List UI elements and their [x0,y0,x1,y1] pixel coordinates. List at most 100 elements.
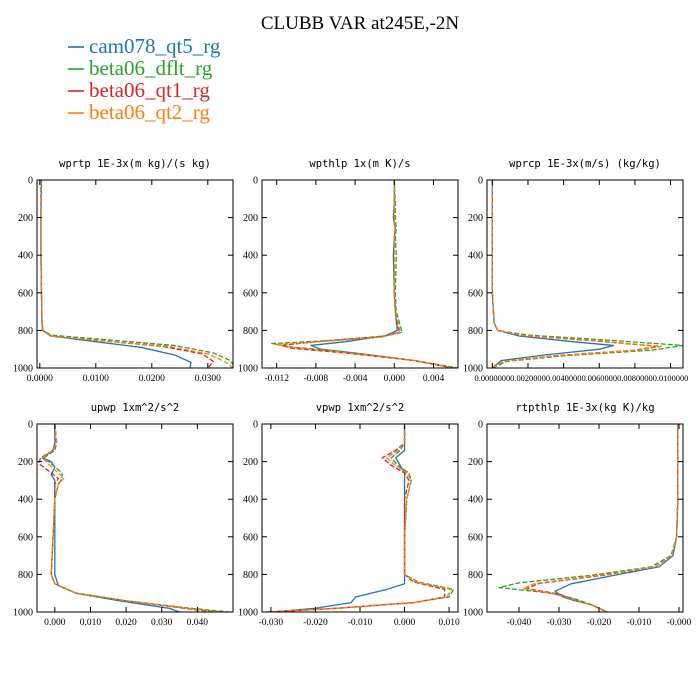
y-tick-label: 600 [468,288,483,299]
x-tick-label: -0.000 [667,618,692,628]
series-line [491,180,663,368]
x-tick-label: -0.040 [507,618,532,628]
x-tick-label: 0.0080000 [617,374,653,383]
y-tick-label: 400 [243,251,258,262]
series-line [280,180,454,368]
panel-5: vpwp 1xm^2/s^2 0 200 400 600 800 1000-0.030 -0.… [238,402,460,628]
y-tick-label: 600 [468,532,483,543]
panel-4: upwp 1xm^2/s^2 0 200 400 600 800 1000 0.000 0.01… [13,402,234,628]
panel-2: wpthlp 1x(m K)/s 0 200 400 600 800 1000 -0.012 -… [238,158,459,384]
x-tick-label: 0.010 [438,618,460,628]
legend-label: beta06_qt2_rg [89,100,210,124]
y-tick-label: 800 [243,570,258,581]
panel-title: vpwp 1xm^2/s^2 [316,402,405,414]
x-tick-label: 0.010 [80,618,102,628]
x-tick-label: -0.020 [303,618,328,628]
plot-frame [36,423,234,613]
x-tick-label: 0.0200 [139,374,165,384]
y-tick-label: 0 [28,176,33,187]
y-tick-label: 200 [243,213,258,224]
y-tick-label: 0 [478,176,483,187]
y-tick-label: 0 [253,420,258,431]
y-tick-label: 200 [18,213,33,224]
y-tick-label: 800 [18,326,33,337]
y-tick-label: 600 [18,532,33,543]
series-line [498,424,679,612]
x-tick-label: -0.030 [547,618,572,628]
y-tick-label: 400 [18,495,33,506]
panel-grid: wprtp 1E-3x(m kg)/(s kg) 0 200 400 600 800 100… [13,158,692,628]
series-line [310,180,454,368]
plot-frame [486,179,684,369]
x-tick-label: 0.0020000 [510,374,546,383]
x-tick-label: 0.040 [187,618,209,628]
series-line [526,424,679,612]
x-tick-label: 0.030 [151,618,173,628]
legend-label: beta06_qt1_rg [89,78,210,102]
series-line [266,424,452,612]
x-tick-label: 0.0040000 [546,374,582,383]
y-tick-label: 600 [243,288,258,299]
y-tick-label: 1000 [238,364,258,375]
x-tick-label: 0.020 [115,618,137,628]
series-line [41,424,180,612]
y-tick-label: 800 [243,326,258,337]
series-group [271,180,458,368]
plot-frame [261,179,459,369]
y-tick-label: 800 [468,570,483,581]
series-line [40,180,192,368]
panel-title: upwp 1xm^2/s^2 [91,402,180,414]
x-tick-label: 0.000 [44,618,66,628]
series-group [491,180,683,368]
series-line [270,424,446,612]
y-tick-label: 200 [468,457,483,468]
x-tick-label: 0.0100 [83,374,109,384]
panel-title: wprcp 1E-3x(m/s) (kg/kg) [509,158,661,170]
x-tick-label: 0.0000 [27,374,53,384]
panel-6: rtpthlp 1E-3x(kg K)/kg 0 200 400 600 800 1000 -… [463,402,692,628]
panel-1: wprtp 1E-3x(m kg)/(s kg) 0 200 400 600 800 100… [13,158,234,384]
x-tick-label: -0.004 [343,374,368,384]
legend-label: cam078_qt5_rg [89,34,221,58]
plot-frame [486,423,684,613]
y-tick-label: 600 [243,532,258,543]
y-tick-label: 600 [18,288,33,299]
y-tick-label: 400 [18,251,33,262]
y-tick-label: 0 [28,420,33,431]
panel-title: wprtp 1E-3x(m kg)/(s kg) [59,158,211,170]
y-tick-label: 0 [478,420,483,431]
figure-title: CLUBB VAR at245E,-2N [261,13,460,34]
series-line [491,180,615,368]
series-line [43,424,230,612]
series-line [276,180,456,368]
y-tick-label: 0 [253,176,258,187]
y-tick-label: 800 [468,326,483,337]
y-tick-label: 800 [18,570,33,581]
y-tick-label: 1000 [13,364,33,375]
plot-frame [36,179,234,369]
series-line [266,424,455,612]
panel-title: rtpthlp 1E-3x(kg K)/kg [515,402,654,414]
x-tick-label: -0.012 [264,374,289,384]
x-tick-label: -0.030 [259,618,284,628]
series-group [498,424,679,612]
y-tick-label: 1000 [13,608,33,619]
x-tick-label: -0.008 [304,374,329,384]
x-tick-label: 0.004 [423,374,445,384]
series-line [554,424,679,612]
series-line [491,180,659,368]
y-tick-label: 400 [468,251,483,262]
series-line [40,180,215,368]
series-group [38,424,230,612]
x-tick-label: 0.0060000 [581,374,617,383]
x-tick-label: -0.010 [627,618,652,628]
panel-3: wprcp 1E-3x(m/s) (kg/kg) 0 200 400 600 800 100… [463,158,688,383]
series-line [40,180,233,368]
x-tick-label: -0.020 [587,618,612,628]
series-line [522,424,679,612]
x-tick-label: 0.0000000 [475,374,511,383]
x-tick-label: 0.000 [384,374,406,384]
series-line [41,424,223,612]
legend-label: beta06_dflt_rg [89,56,213,80]
